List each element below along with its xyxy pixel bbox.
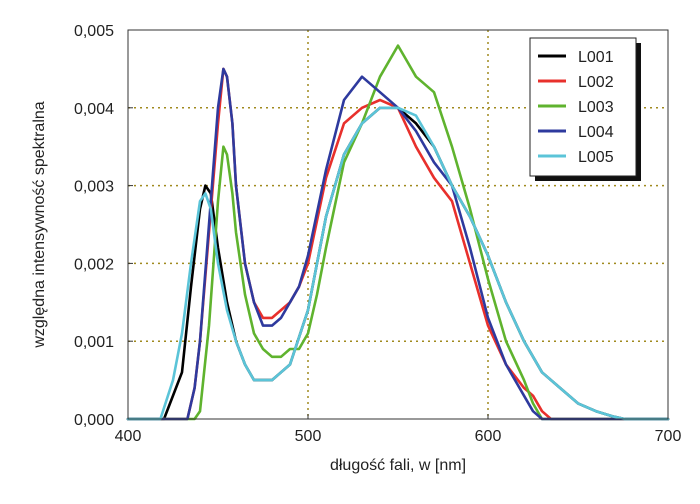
series-lines — [126, 44, 670, 421]
grid-lines — [128, 30, 668, 419]
y-tick-label: 0,001 — [74, 334, 114, 351]
plot-frame — [127, 29, 669, 420]
y-axis-label: względna intensywność spektralna — [31, 101, 48, 348]
x-tick-label: 700 — [655, 428, 682, 445]
y-tick-label: 0,003 — [74, 179, 114, 196]
x-axis-label: długość fali, w [nm] — [330, 457, 466, 474]
y-tick-label: 0,005 — [74, 23, 114, 40]
x-tick-label: 600 — [475, 428, 502, 445]
y-tick-label: 0,002 — [74, 256, 114, 273]
x-tick-label: 500 — [295, 428, 322, 445]
legend-label-l001: L001 — [578, 49, 614, 66]
legend-box — [529, 37, 637, 177]
legend: L001 L002 L003 L004 L005 — [529, 37, 641, 181]
y-tick-label: 0,004 — [74, 101, 114, 118]
y-tick-label: 0,000 — [74, 412, 114, 429]
series-line-l004 — [126, 67, 670, 421]
series-line-l005 — [126, 106, 670, 421]
legend-label-l005: L005 — [578, 149, 614, 166]
legend-label-l003: L003 — [578, 99, 614, 116]
legend-label-l002: L002 — [578, 74, 614, 91]
x-tick-label: 400 — [115, 428, 142, 445]
legend-label-l004: L004 — [578, 124, 614, 141]
series-line-l003 — [126, 44, 670, 421]
axis-ticks: 400 500 600 700 0,000 0,001 0,002 0,003 0,004 0,0… — [74, 23, 681, 445]
